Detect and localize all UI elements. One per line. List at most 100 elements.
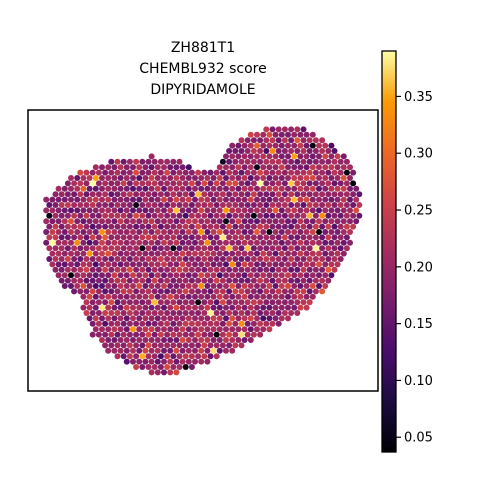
spot: [185, 239, 192, 246]
spot: [316, 250, 322, 257]
spot: [170, 299, 177, 306]
spot: [173, 229, 180, 235]
spot: [95, 212, 102, 219]
spot: [80, 304, 87, 311]
spot: [167, 164, 174, 171]
spot: [247, 164, 254, 171]
spot: [164, 202, 171, 208]
spot: [130, 315, 136, 322]
spot: [331, 212, 338, 219]
spot: [161, 196, 167, 203]
spot: [170, 180, 177, 187]
spot: [148, 304, 155, 311]
spot: [223, 326, 229, 333]
spot: [136, 347, 143, 354]
spot: [151, 320, 158, 327]
spot: [130, 337, 136, 343]
spot: [334, 239, 341, 246]
spot: [126, 169, 133, 176]
spot: [213, 310, 220, 316]
spot: [275, 169, 282, 176]
spot: [285, 283, 291, 289]
spot: [216, 337, 223, 343]
spot: [226, 234, 233, 241]
spot: [114, 342, 121, 349]
spot: [325, 234, 332, 241]
spot: [195, 169, 202, 176]
chart-title: ZH881T1 CHEMBL932 score DIPYRIDAMOLE: [139, 40, 266, 98]
spot: [86, 196, 93, 203]
spot: [89, 331, 96, 338]
spot: [154, 283, 161, 289]
spot: [99, 207, 105, 214]
spot: [254, 326, 260, 333]
spot: [83, 180, 90, 187]
spot: [151, 342, 158, 349]
spot: [229, 196, 236, 203]
spot: [201, 331, 208, 338]
spot: [216, 283, 223, 289]
spot: [250, 266, 257, 273]
spot: [157, 180, 164, 187]
spot: [80, 250, 87, 257]
spot: [232, 169, 239, 176]
spot: [325, 202, 332, 208]
spot: [226, 299, 233, 306]
spot: [148, 358, 155, 365]
spot: [235, 272, 242, 279]
spot: [257, 320, 264, 327]
spot: [58, 191, 65, 198]
spot: [272, 175, 279, 181]
spot: [64, 234, 71, 241]
spot: [223, 347, 229, 354]
spot: [164, 212, 171, 219]
spot: [238, 158, 245, 165]
spot: [117, 326, 124, 333]
spot: [86, 272, 93, 279]
spot: [52, 191, 59, 198]
spot: [291, 175, 298, 181]
spot: [312, 223, 319, 230]
spot: [92, 196, 99, 203]
spot: [297, 164, 304, 171]
spot: [275, 256, 282, 262]
spot: [176, 180, 183, 187]
spot: [173, 347, 180, 354]
spot: [126, 342, 133, 349]
spot: [55, 229, 62, 235]
spot: [263, 288, 270, 295]
spot: [309, 293, 316, 300]
spot: [154, 304, 161, 311]
spot: [266, 261, 273, 268]
spot: [260, 164, 267, 171]
spot: [151, 212, 158, 219]
spot: [195, 342, 202, 349]
spot: [226, 310, 233, 316]
spot: [139, 353, 146, 360]
spot: [99, 315, 105, 322]
spot: [247, 153, 254, 160]
spot: [260, 239, 267, 246]
spot: [216, 218, 223, 225]
spot: [182, 234, 189, 241]
spot: [244, 245, 251, 252]
spot: [278, 250, 285, 257]
spot: [176, 202, 183, 208]
colorbar-tick-label: 0.20: [404, 260, 433, 275]
spot: [328, 229, 335, 235]
spot: [157, 223, 164, 230]
spot: [232, 342, 239, 349]
spot: [288, 212, 295, 219]
spot: [328, 185, 335, 192]
spot: [232, 299, 239, 306]
spot: [198, 326, 205, 333]
spot: [61, 239, 68, 246]
spot: [64, 180, 71, 187]
spot: [192, 283, 198, 289]
spot: [328, 218, 335, 225]
spot: [250, 288, 257, 295]
spot: [126, 212, 133, 219]
spot: [319, 169, 326, 176]
spot: [219, 180, 226, 187]
spot: [89, 180, 96, 187]
